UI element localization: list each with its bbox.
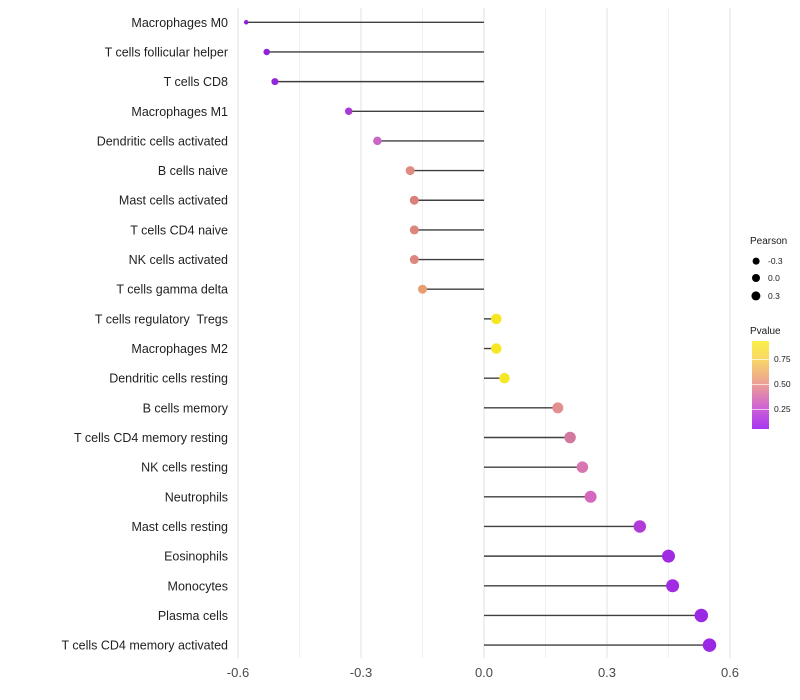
- lollipop-dot: [662, 549, 675, 563]
- colorbar-tick-label: 0.50: [774, 379, 791, 390]
- category-label: Neutrophils: [165, 490, 228, 504]
- lollipop-dot: [409, 225, 419, 235]
- x-tick-label: 0.3: [598, 665, 616, 680]
- category-label: Macrophages M2: [131, 342, 228, 356]
- size-legend-entry: 0.0: [742, 270, 800, 288]
- category-label: Macrophages M1: [131, 105, 228, 119]
- size-legend: -0.3 0.0 0.3: [742, 252, 800, 305]
- lollipop-dot: [702, 638, 717, 652]
- category-label: T cells CD4 memory resting: [74, 431, 228, 445]
- category-label: B cells memory: [143, 401, 229, 415]
- lollipop-dot: [499, 372, 510, 384]
- colorbar-tick: [752, 408, 769, 410]
- lollipop-dot: [409, 195, 419, 205]
- category-label: Plasma cells: [158, 609, 228, 623]
- x-tick-label: 0.6: [721, 665, 739, 680]
- color-legend-title: Pvalue: [750, 326, 781, 337]
- category-label: NK cells resting: [141, 461, 228, 475]
- size-legend-dot: [752, 257, 760, 265]
- lollipop-dot: [491, 343, 502, 354]
- category-label: T cells regulatory Tregs: [95, 312, 228, 326]
- lollipop-dot: [263, 48, 270, 56]
- category-label: T cells gamma delta: [116, 283, 228, 297]
- size-legend-label: -0.3: [768, 255, 783, 266]
- category-label: Dendritic cells resting: [109, 372, 228, 386]
- category-label: NK cells activated: [129, 253, 228, 267]
- size-legend-title: Pearson: [750, 236, 788, 247]
- lollipop-dot: [243, 20, 249, 25]
- category-label: T cells follicular helper: [105, 45, 228, 59]
- lollipop-dot: [405, 166, 415, 176]
- colorbar-tick-label: 0.75: [774, 353, 791, 364]
- lollipop-dot: [633, 520, 647, 533]
- lollipop-dot: [373, 136, 382, 146]
- size-legend-dot: [752, 274, 760, 283]
- x-tick-label: -0.6: [227, 665, 249, 680]
- x-tick-label: 0.0: [475, 665, 493, 680]
- category-label: Macrophages M0: [131, 16, 228, 30]
- colorbar-tick: [752, 358, 769, 360]
- lollipop-dot: [271, 78, 279, 86]
- size-legend-entry: -0.3: [742, 252, 800, 270]
- category-label: T cells CD4 naive: [130, 223, 228, 237]
- category-label: Mast cells activated: [119, 194, 228, 208]
- lollipop-dot: [584, 490, 597, 503]
- category-label: T cells CD4 memory activated: [62, 639, 229, 653]
- x-tick-label: -0.3: [350, 665, 372, 680]
- lollipop-dot: [576, 461, 589, 473]
- lollipop-dot: [666, 579, 680, 593]
- lollipop-dot: [552, 402, 564, 414]
- lollipop-dot: [694, 608, 709, 623]
- size-legend-label: 0.0: [768, 273, 780, 284]
- size-legend-label: 0.3: [768, 290, 780, 301]
- lollipop-dot: [409, 255, 419, 265]
- lollipop-dot: [418, 284, 427, 294]
- category-label: Monocytes: [168, 579, 228, 593]
- category-label: Dendritic cells activated: [97, 134, 228, 148]
- category-label: T cells CD8: [164, 75, 228, 89]
- lollipop-dot: [344, 107, 353, 116]
- size-legend-entry: 0.3: [742, 287, 800, 305]
- size-legend-dot: [751, 291, 761, 301]
- category-label: Mast cells resting: [131, 520, 228, 534]
- category-label: B cells naive: [158, 164, 228, 178]
- colorbar-tick-label: 0.25: [774, 403, 791, 414]
- category-label: Eosinophils: [164, 550, 228, 564]
- colorbar-tick: [752, 384, 769, 386]
- lollipop-dot: [491, 313, 502, 325]
- lollipop-dot: [564, 431, 576, 444]
